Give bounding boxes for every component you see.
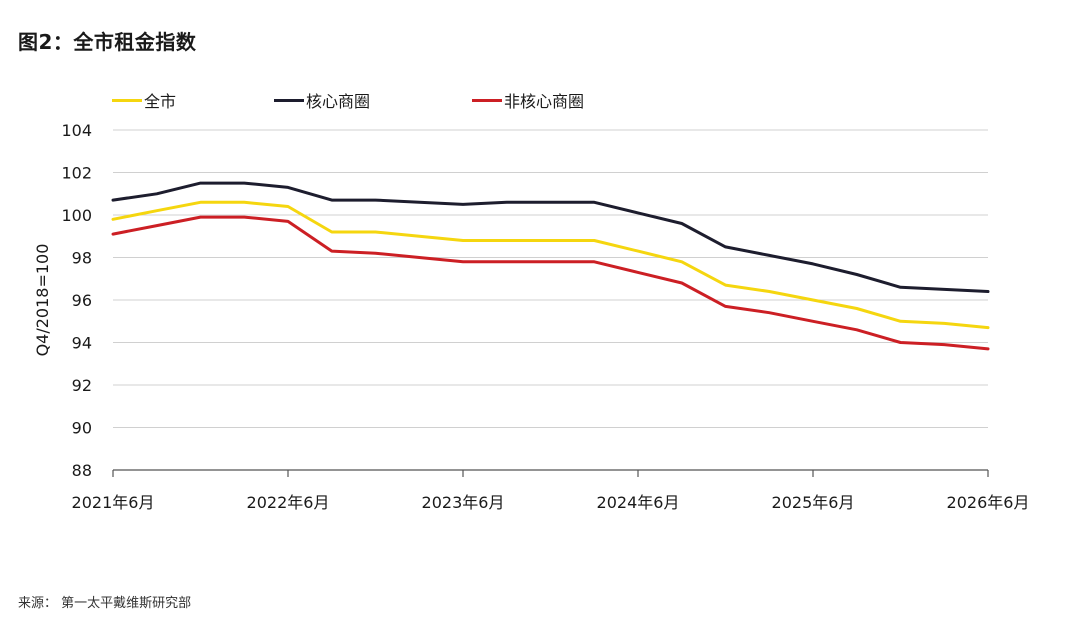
y-tick-label: 104	[61, 121, 92, 140]
x-tick-label: 2021年6月	[72, 493, 155, 512]
y-tick-label: 92	[72, 376, 92, 395]
legend: 全市 核心商圈 非核心商圈	[0, 88, 1074, 112]
legend-label-core: 核心商圈	[306, 92, 371, 111]
source-note: 来源： 第一太平戴维斯研究部	[18, 596, 192, 611]
x-tick-label: 2025年6月	[772, 493, 855, 512]
series-line-2	[111, 215, 990, 351]
legend-item-all-city: 全市	[112, 88, 176, 112]
legend-item-core: 核心商圈	[274, 88, 370, 112]
y-tick-label: 90	[72, 419, 92, 438]
x-tick-label: 2024年6月	[597, 493, 680, 512]
series-line-1	[111, 181, 990, 293]
y-axis-ticks: 88 90 92 94 96 98 100 102 104	[61, 121, 92, 480]
legend-swatch-all-city	[112, 98, 142, 102]
y-axis-title: Q4/2018=100	[33, 244, 52, 357]
y-tick-label: 102	[61, 164, 92, 183]
x-axis: 2021年6月 2022年6月 2023年6月 2024年6月 2025年6月 2026年…	[72, 469, 1030, 512]
x-tick-label: 2022年6月	[247, 493, 330, 512]
y-tick-label: 94	[72, 334, 92, 353]
legend-label-non-core: 非核心商圈	[504, 92, 585, 111]
chart-title: 图2：全市租金指数	[18, 30, 197, 54]
series-line-0	[111, 200, 990, 330]
legend-swatch-core	[274, 98, 304, 102]
y-tick-label: 88	[72, 461, 92, 480]
y-tick-label: 96	[72, 291, 92, 310]
y-tick-label: 100	[61, 206, 92, 225]
series-lines	[111, 181, 990, 351]
legend-label-all-city: 全市	[144, 92, 177, 111]
gridlines	[113, 129, 988, 428]
legend-swatch-non-core	[472, 98, 502, 102]
y-tick-label: 98	[72, 249, 92, 268]
legend-item-non-core: 非核心商圈	[472, 88, 584, 112]
line-chart: 88 90 92 94 96 98 100 102 104 2021年6月 2022年6月 2023…	[33, 121, 1030, 512]
x-tick-label: 2026年6月	[947, 493, 1030, 512]
x-tick-label: 2023年6月	[422, 493, 505, 512]
